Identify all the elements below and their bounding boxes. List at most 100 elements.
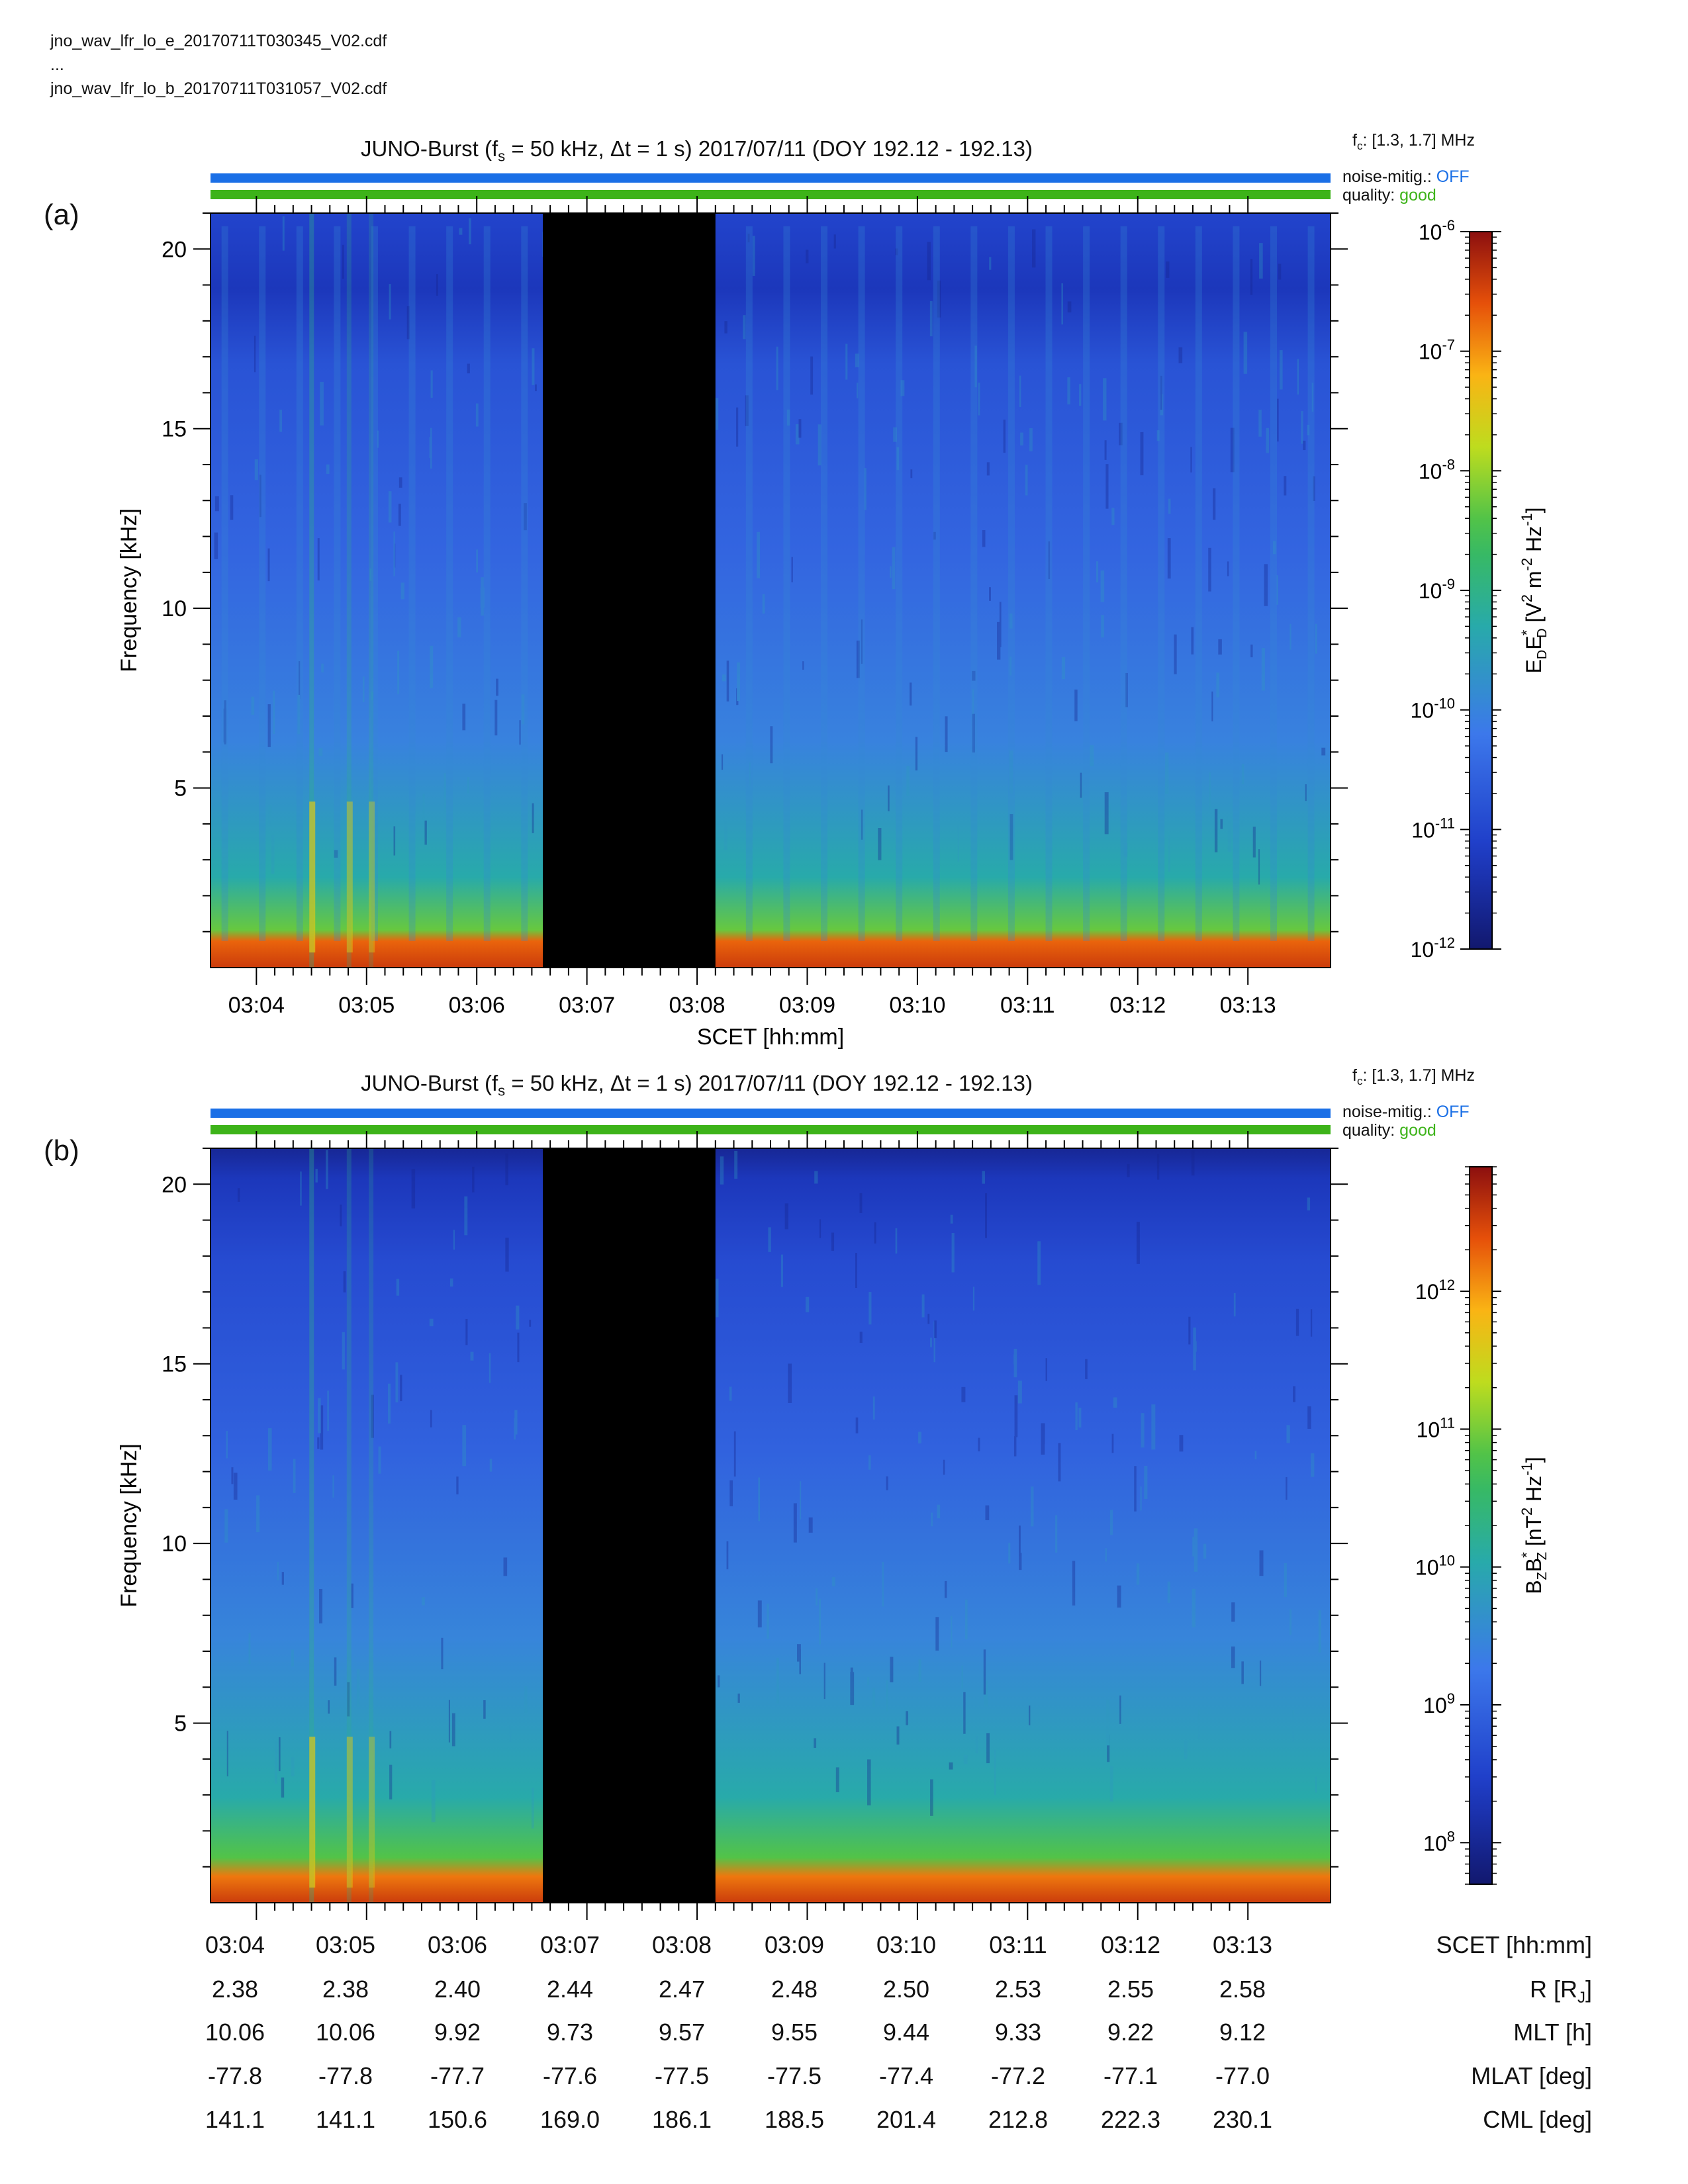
colorbar-tick-label: 1010 xyxy=(1415,1553,1455,1580)
panel-b-noise-bar xyxy=(211,1109,1331,1118)
colorbar-tick-label: 1012 xyxy=(1415,1277,1455,1304)
file-name-e: jno_wav_lfr_lo_e_20170711T030345_V02.cdf xyxy=(50,32,387,50)
x-tick-label: 03:13 xyxy=(1220,993,1276,1018)
ephemeris-cell: -77.5 xyxy=(767,2062,822,2089)
ephemeris-cell: 188.5 xyxy=(764,2106,825,2133)
ephemeris-row-label: R [RJ] xyxy=(1529,1976,1592,2007)
x-tick-label: 03:08 xyxy=(669,993,726,1018)
panel-a-noise-bar xyxy=(211,173,1331,183)
ephemeris-cell: -77.8 xyxy=(207,2062,263,2089)
colorbar-tick-label: 108 xyxy=(1423,1828,1455,1855)
quality-label: quality: xyxy=(1342,186,1395,205)
file-name-ellipsis: ... xyxy=(50,56,64,74)
ephemeris-cell: 9.57 xyxy=(658,2019,706,2046)
colorbar-tick-label: 10-7 xyxy=(1419,337,1455,364)
x-tick-label: 03:05 xyxy=(338,993,395,1018)
ephemeris-cell: -77.7 xyxy=(430,2062,485,2089)
y-axis-label: Frequency [kHz] xyxy=(117,508,142,672)
x-tick-label: 03:04 xyxy=(228,993,285,1018)
colorbar-tick-label: 1011 xyxy=(1417,1414,1455,1441)
ephemeris-cell: 9.92 xyxy=(434,2019,481,2046)
panel-a-spectrogram: 5 10 15 20 Frequency [kHz] 03:04 03:05 03:06 03:… xyxy=(117,196,1550,1050)
ephemeris-cell: -77.5 xyxy=(654,2062,710,2089)
ephemeris-cell: 10.06 xyxy=(315,2019,376,2046)
ephemeris-cell: 03:12 xyxy=(1100,1931,1161,1958)
ephemeris-row-label: MLAT [deg] xyxy=(1471,2062,1592,2089)
colorbar-label: BZB*Z [nT2 Hz-1] xyxy=(1519,1457,1550,1594)
ephemeris-cell: -77.1 xyxy=(1103,2062,1158,2089)
ephemeris-cell: 201.4 xyxy=(876,2106,937,2133)
panel-a-quality-bar xyxy=(211,190,1331,199)
ephemeris-cell: 2.48 xyxy=(771,1976,818,2003)
y-tick-label: 5 xyxy=(174,776,187,801)
ephemeris-cell: 03:08 xyxy=(651,1931,712,1958)
ephemeris-cell: 141.1 xyxy=(205,2106,265,2133)
ephemeris-cell: 222.3 xyxy=(1100,2106,1161,2133)
panel-a-title: JUNO-Burst (fs = 50 kHz, Δt = 1 s) 2017/… xyxy=(361,136,1033,165)
ephemeris-cell: -77.0 xyxy=(1215,2062,1270,2089)
colorbar xyxy=(1469,1166,1493,1885)
quality-label: quality: xyxy=(1342,1121,1395,1140)
colorbar-tick-label: 109 xyxy=(1423,1690,1455,1717)
ephemeris-cell: 2.38 xyxy=(211,1976,259,2003)
x-tick-label: 03:07 xyxy=(559,993,615,1018)
ephemeris-cell: -77.2 xyxy=(990,2062,1046,2089)
colorbar-label: EDE*D [V2 m-2 Hz-1] xyxy=(1519,507,1550,673)
x-tick-label: 03:06 xyxy=(449,993,505,1018)
y-tick-label: 15 xyxy=(162,417,187,442)
panel-b-title: JUNO-Burst (fs = 50 kHz, Δt = 1 s) 2017/… xyxy=(361,1071,1033,1099)
quality-value: good xyxy=(1399,186,1436,205)
ephemeris-cell: 2.58 xyxy=(1219,1976,1266,2003)
ephemeris-cell: 03:04 xyxy=(205,1931,265,1958)
noise-value: OFF xyxy=(1436,1103,1470,1121)
ephemeris-cell: 2.47 xyxy=(658,1976,706,2003)
file-name-b: jno_wav_lfr_lo_b_20170711T031057_V02.cdf xyxy=(50,79,387,98)
ephemeris-cell: 9.44 xyxy=(882,2019,930,2046)
ephemeris-cell: 9.73 xyxy=(546,2019,594,2046)
panel-b-quality-status: quality: good xyxy=(1342,1121,1436,1140)
panel-b-noise-status: noise-mitig.: OFF xyxy=(1342,1103,1470,1122)
x-tick-label: 03:10 xyxy=(889,993,945,1018)
ephemeris-cell: 03:13 xyxy=(1212,1931,1273,1958)
ephemeris-cell: 03:09 xyxy=(764,1931,825,1958)
ephemeris-cell: 2.44 xyxy=(546,1976,594,2003)
ephemeris-cell: 9.22 xyxy=(1107,2019,1154,2046)
ephemeris-row-label: CML [deg] xyxy=(1483,2106,1592,2133)
y-tick-label: 10 xyxy=(162,1531,187,1557)
y-tick-label: 20 xyxy=(162,237,187,262)
colorbar-tick-label: 10-9 xyxy=(1419,576,1455,603)
ephemeris-cell: 03:11 xyxy=(989,1931,1047,1958)
ephemeris-row-label: MLT [h] xyxy=(1513,2019,1592,2046)
quality-value: good xyxy=(1399,1121,1436,1140)
ephemeris-row-label: SCET [hh:mm] xyxy=(1436,1931,1592,1958)
y-tick-label: 5 xyxy=(174,1711,187,1737)
noise-label: noise-mitig.: xyxy=(1342,1103,1432,1121)
panel-a-fc: fc: [1.3, 1.7] MHz xyxy=(1352,131,1475,152)
noise-value: OFF xyxy=(1436,167,1470,186)
x-tick-label: 03:12 xyxy=(1109,993,1166,1018)
y-tick-label: 20 xyxy=(162,1172,187,1197)
panel-a-quality-status: quality: good xyxy=(1342,186,1436,205)
y-tick-label: 15 xyxy=(162,1352,187,1377)
ephemeris-cell: 03:05 xyxy=(315,1931,376,1958)
panel-a-letter: (a) xyxy=(44,199,79,231)
ephemeris-cell: 212.8 xyxy=(988,2106,1049,2133)
ephemeris-cell: -77.4 xyxy=(878,2062,934,2089)
colorbar-tick-label: 10-6 xyxy=(1419,217,1455,244)
ephemeris-cell: -77.6 xyxy=(542,2062,598,2089)
y-tick-label: 10 xyxy=(162,596,187,621)
noise-label: noise-mitig.: xyxy=(1342,167,1432,186)
ephemeris-cell: 141.1 xyxy=(315,2106,376,2133)
ephemeris-cell: 150.6 xyxy=(427,2106,488,2133)
y-axis-label: Frequency [kHz] xyxy=(117,1443,142,1608)
ephemeris-cell: 03:06 xyxy=(427,1931,488,1958)
ephemeris-cell: 230.1 xyxy=(1212,2106,1273,2133)
colorbar-tick-label: 10-8 xyxy=(1419,456,1455,483)
colorbar xyxy=(1469,231,1493,950)
x-tick-label: 03:11 xyxy=(1000,993,1055,1018)
ephemeris-cell: 9.33 xyxy=(994,2019,1042,2046)
ephemeris-cell: 2.40 xyxy=(434,1976,481,2003)
ephemeris-cell: 169.0 xyxy=(539,2106,600,2133)
ephemeris-cell: 2.53 xyxy=(994,1976,1042,2003)
ephemeris-cell: 2.50 xyxy=(882,1976,930,2003)
